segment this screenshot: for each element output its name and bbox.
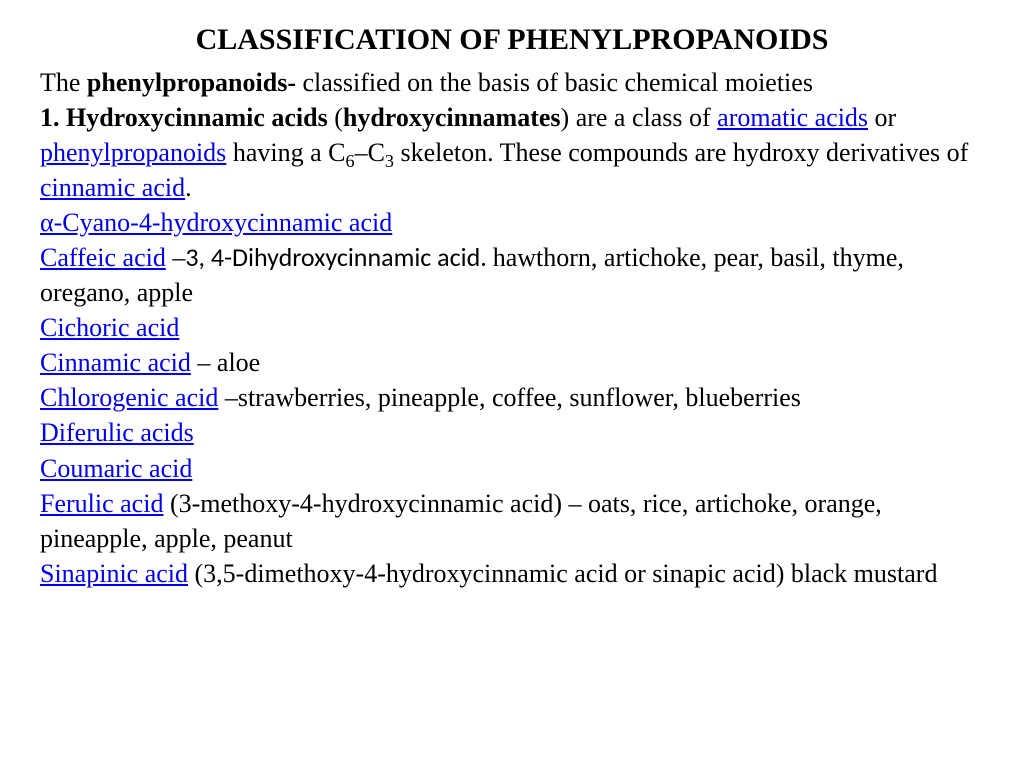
list-item: Caffeic acid –3, 4-Dihydroxycinnamic aci…	[40, 240, 984, 310]
mid4: skeleton. These compounds are hydroxy de…	[394, 138, 968, 167]
paren-close: ) are a class of	[561, 103, 718, 132]
list-item: α-Cyano-4-hydroxycinnamic acid	[40, 205, 984, 240]
ferulic-tail: (3-methoxy-4-hydroxycinnamic acid) – oat…	[40, 489, 882, 553]
list-item: Cinnamic acid – aloe	[40, 345, 984, 380]
list-item: Cichoric acid	[40, 310, 984, 345]
list-item: Ferulic acid (3-methoxy-4-hydroxycinnami…	[40, 486, 984, 556]
link-cichoric[interactable]: Cichoric acid	[40, 313, 179, 342]
section-end: .	[185, 173, 192, 202]
mid1: or	[868, 103, 896, 132]
intro-prefix: The	[40, 68, 87, 97]
link-diferulic[interactable]: Diferulic acids	[40, 418, 194, 447]
link-cinnamic[interactable]: Cinnamic acid	[40, 348, 191, 377]
section-1: 1. Hydroxycinnamic acids (hydroxycinnama…	[40, 100, 984, 205]
chlorogenic-tail: –strawberries, pineapple, coffee, sunflo…	[218, 383, 801, 412]
list-item: Sinapinic acid (3,5-dimethoxy-4-hydroxyc…	[40, 556, 984, 591]
list-item: Diferulic acids	[40, 415, 984, 450]
link-chlorogenic[interactable]: Chlorogenic acid	[40, 383, 218, 412]
link-coumaric[interactable]: Coumaric acid	[40, 454, 192, 483]
intro-suffix: classified on the basis of basic chemica…	[296, 68, 813, 97]
caffeic-dash: –	[166, 243, 186, 272]
page-title: CLASSIFICATION OF PHENYLPROPANOIDS	[40, 20, 984, 61]
mid3: –C	[355, 138, 385, 167]
list-item: Coumaric acid	[40, 451, 984, 486]
mid2: having a C	[226, 138, 345, 167]
section-head2: hydroxycinnamates	[343, 103, 561, 132]
paren-open: (	[328, 103, 343, 132]
cinnamic-tail: – aloe	[191, 348, 260, 377]
link-phenylpropanoids[interactable]: phenylpropanoids	[40, 138, 226, 167]
intro-paragraph: The phenylpropanoids- classified on the …	[40, 65, 984, 100]
section-head1: Hydroxycinnamic acids	[66, 103, 328, 132]
list-item: Chlorogenic acid –strawberries, pineappl…	[40, 380, 984, 415]
link-cinnamic-acid[interactable]: cinnamic acid	[40, 173, 185, 202]
sinapinic-tail: (3,5-dimethoxy-4-hydroxycinnamic acid or…	[188, 559, 937, 588]
link-cyano[interactable]: α-Cyano-4-hydroxycinnamic acid	[40, 208, 392, 237]
link-sinapinic[interactable]: Sinapinic acid	[40, 559, 188, 588]
link-aromatic-acids[interactable]: aromatic acids	[717, 103, 868, 132]
link-caffeic[interactable]: Caffeic acid	[40, 243, 166, 272]
section-num: 1.	[40, 103, 66, 132]
caffeic-alt: 3, 4-Dihydroxycinnamic acid.	[185, 241, 492, 273]
link-ferulic[interactable]: Ferulic acid	[40, 489, 163, 518]
intro-bold: phenylpropanoids-	[87, 68, 296, 97]
sub1: 6	[345, 151, 354, 171]
sub2: 3	[385, 151, 394, 171]
